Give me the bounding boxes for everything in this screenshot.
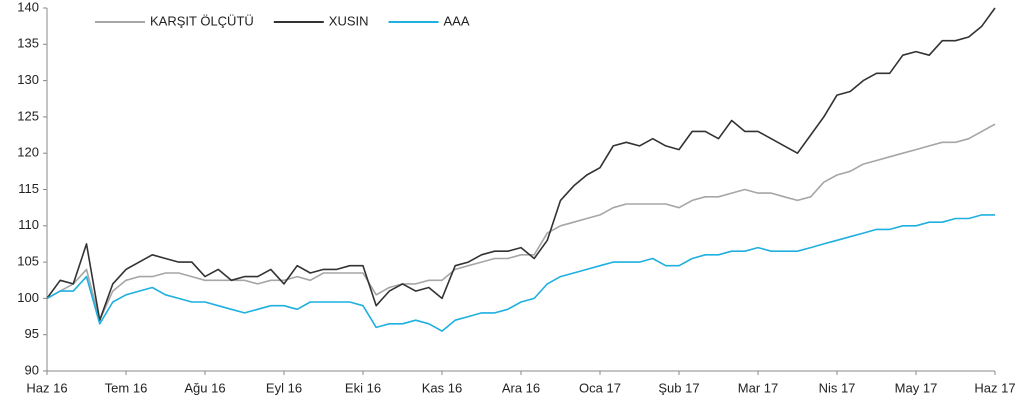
y-tick-label: 135	[17, 36, 39, 51]
x-tick-label: Kas 16	[422, 380, 462, 395]
y-tick-label: 115	[18, 181, 39, 196]
series-line	[46, 123, 996, 321]
x-tick-label: Ara 16	[502, 380, 540, 395]
y-tick-label: 125	[17, 108, 39, 123]
y-tick-label: 110	[18, 217, 39, 232]
legend-label: XUSIN	[329, 13, 369, 28]
x-tick-label: Ağu 16	[184, 380, 225, 395]
legend-label: AAA	[444, 13, 470, 28]
x-tick-label: Nis 17	[819, 380, 856, 395]
y-tick-label: 100	[17, 290, 39, 305]
x-tick-label: Oca 17	[579, 380, 621, 395]
x-tick-label: May 17	[895, 380, 938, 395]
y-tick-label: 130	[17, 72, 39, 87]
y-tick-label: 90	[25, 362, 39, 377]
x-tick-label: Haz 16	[26, 380, 67, 395]
series-line	[46, 7, 996, 321]
y-tick-label: 95	[25, 326, 39, 341]
series-line	[46, 214, 995, 332]
x-tick-label: Eki 16	[345, 380, 381, 395]
x-tick-label: Haz 17	[974, 380, 1015, 395]
y-tick-label: 140	[17, 0, 39, 14]
x-tick-label: Şub 17	[658, 380, 699, 395]
y-tick-label: 105	[17, 254, 39, 269]
legend-label: KARŞIT ÖLÇÜTÜ	[150, 13, 254, 28]
x-tick-label: Mar 17	[738, 380, 778, 395]
y-tick-label: 120	[17, 145, 39, 160]
x-tick-label: Eyl 16	[266, 380, 302, 395]
x-tick-label: Tem 16	[105, 380, 148, 395]
